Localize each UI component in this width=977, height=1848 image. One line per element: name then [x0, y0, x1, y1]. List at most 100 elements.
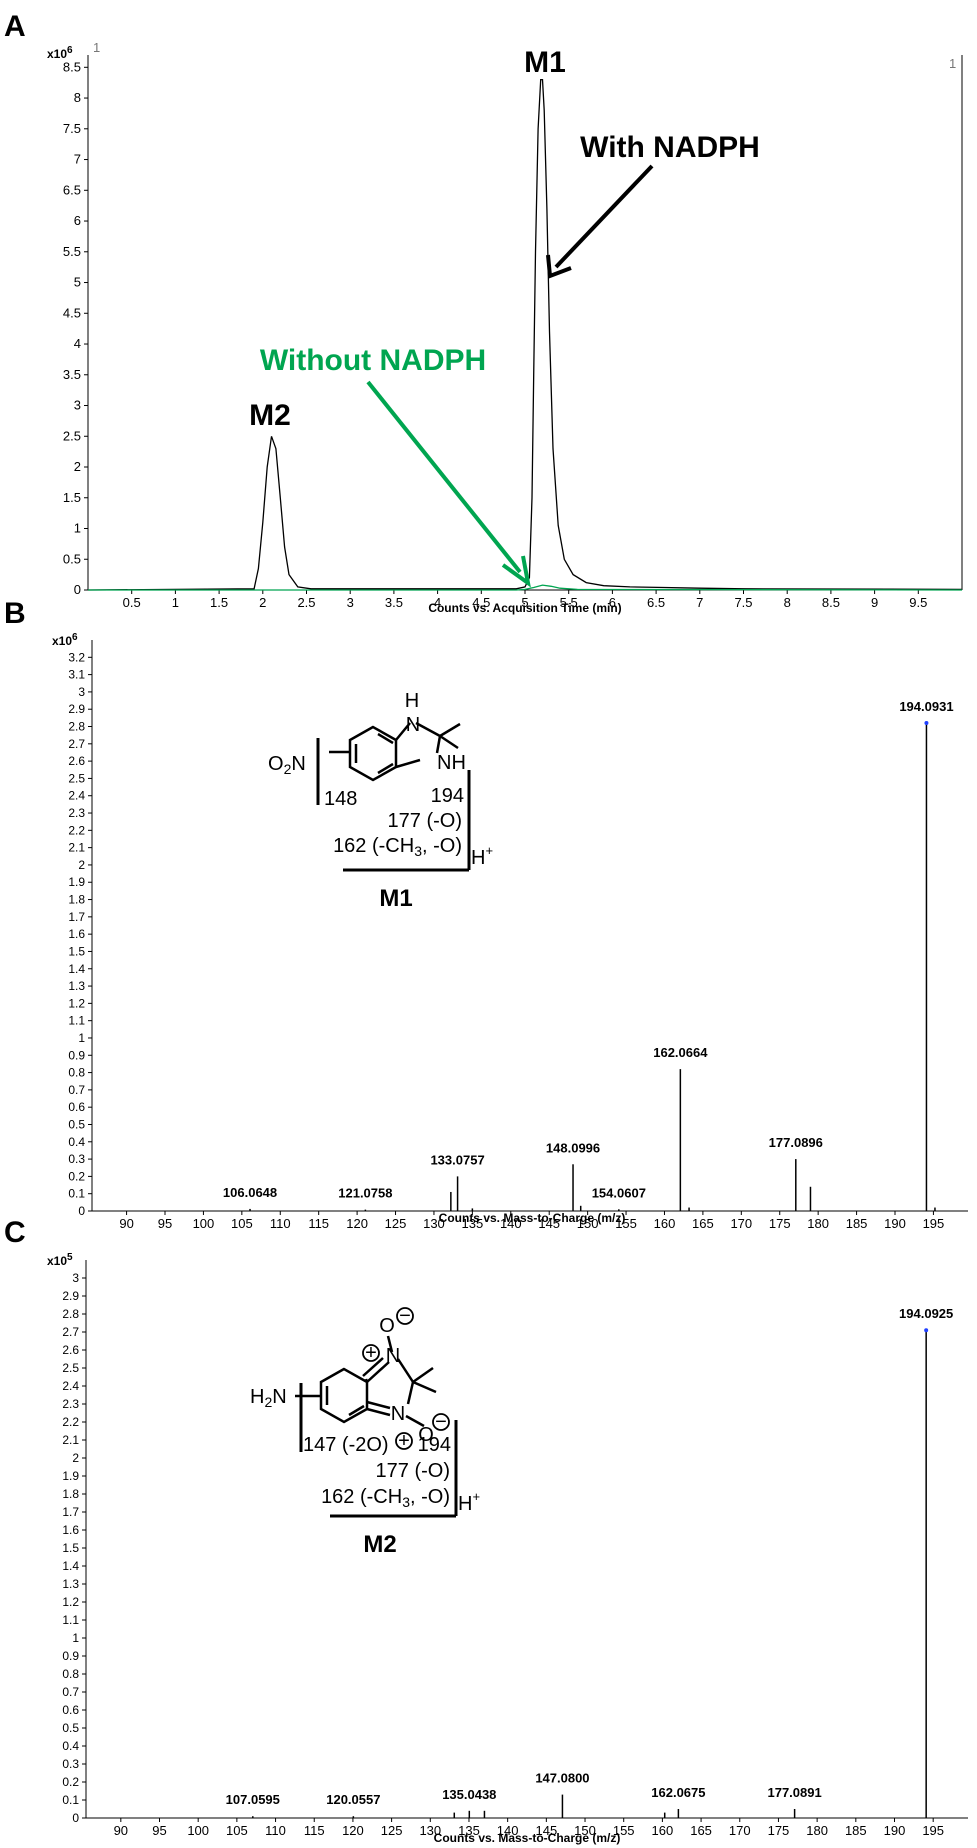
x-tick-label: 6: [609, 595, 616, 610]
peak-label: 120.0557: [326, 1792, 380, 1807]
panel-b-y-ticks: 0 0.1 0.2 0.3 0.4 0.5 0.6 0.7 0.8 0.9 1 1.1 1.2 1.3 1.…: [68, 650, 92, 1218]
m2-n-bottom: N: [391, 1403, 405, 1425]
x-tick-label: 125: [385, 1216, 407, 1231]
m1-fragment-194: 194: [431, 785, 464, 807]
x-tick-label: 150: [574, 1823, 596, 1838]
x-tick-label: 185: [845, 1823, 867, 1838]
m2-proton-label: H+: [458, 1489, 480, 1515]
y-tick-label: 2.3: [62, 1397, 79, 1411]
x-tick-label: 120: [346, 1216, 368, 1231]
x-tick-label: 8: [784, 595, 791, 610]
y-tick-label: 2.9: [68, 702, 85, 716]
y-tick-label: 3: [74, 398, 81, 413]
y-tick-label: 2.3: [68, 806, 85, 820]
y-tick-label: 1.4: [62, 1559, 79, 1573]
y-tick-label: 1.6: [62, 1523, 79, 1537]
annotation-m1: M1: [524, 46, 566, 79]
x-tick-label: 110: [270, 1216, 291, 1231]
peak-label: 194.0931: [899, 699, 953, 714]
x-tick-label: 135: [458, 1823, 480, 1838]
m1-fragment-162: 162 (-CH3, -O): [333, 835, 462, 859]
panel-a-x-ticks: 0.5 1 1.5 2 2.5 3 3.5 4 4.5 5 5.5 6 6.5 7 7.5 8 8.5 9 9.5: [123, 590, 927, 610]
x-tick-label: 1: [172, 595, 179, 610]
y-tick-label: 0.4: [62, 1739, 79, 1753]
x-tick-label: 8.5: [822, 595, 840, 610]
panel-letter-a: A: [4, 10, 26, 43]
y-tick-label: 1.4: [68, 962, 85, 976]
y-tick-label: 1.5: [68, 944, 85, 958]
x-tick-label: 100: [187, 1823, 209, 1838]
y-tick-label: 2.8: [62, 1307, 79, 1321]
x-tick-label: 120: [342, 1823, 364, 1838]
peak-label: 135.0438: [442, 1787, 496, 1802]
m1-proton-label: H+: [471, 843, 493, 869]
x-tick-label: 7: [696, 595, 703, 610]
y-tick-label: 0.1: [62, 1793, 79, 1807]
x-tick-label: 5.5: [560, 595, 578, 610]
x-tick-label: 140: [500, 1216, 522, 1231]
y-tick-label: 0.2: [68, 1169, 85, 1183]
y-tick-label: 1.5: [63, 490, 81, 505]
panel-letter-b: B: [4, 597, 26, 630]
m2-fragment-194: 194: [418, 1434, 451, 1456]
peak-label: 162.0664: [653, 1045, 708, 1060]
x-tick-label: 155: [615, 1216, 637, 1231]
panel-a-exponent: x106: [47, 45, 73, 61]
panel-b-x-axis-title: Counts vs. Mass-to-Charge (m/z): [439, 1211, 626, 1225]
x-tick-label: 105: [226, 1823, 248, 1838]
y-tick-label: 1.2: [68, 996, 85, 1010]
x-tick-label: 160: [654, 1216, 676, 1231]
series-without-nadph-trace: [88, 584, 963, 591]
y-tick-label: 2.4: [62, 1379, 79, 1393]
x-tick-label: 160: [652, 1823, 674, 1838]
panel-b-exponent: x106: [52, 632, 78, 648]
structure-m2: O − N + N + O − H2N 147 (-2O) 194 177 (-…: [250, 1305, 480, 1558]
arrow-with-nadph-head: [546, 254, 572, 279]
y-tick-label: 1.5: [62, 1541, 79, 1555]
y-tick-label: 0: [72, 1811, 79, 1825]
x-tick-label: 2.5: [297, 595, 315, 610]
x-tick-label: 140: [497, 1823, 519, 1838]
arrow-without-nadph-shaft: [366, 380, 522, 574]
y-tick-label: 2.5: [63, 428, 81, 443]
m2-fragment-162: 162 (-CH3, -O): [321, 1486, 450, 1510]
m1-no2-label: O2N: [268, 753, 306, 777]
y-tick-label: 3: [72, 1271, 79, 1285]
x-tick-label: 110: [265, 1823, 286, 1838]
x-tick-label: 90: [114, 1823, 128, 1838]
x-tick-label: 145: [535, 1823, 557, 1838]
y-tick-label: 2.6: [62, 1343, 79, 1357]
y-tick-label: 1.6: [68, 927, 85, 941]
x-tick-label: 165: [690, 1823, 712, 1838]
y-tick-label: 2: [74, 459, 81, 474]
y-tick-label: 0.6: [62, 1703, 79, 1717]
y-tick-label: 1: [72, 1631, 79, 1645]
y-tick-label: 5.5: [63, 244, 81, 259]
x-tick-label: 190: [884, 1823, 906, 1838]
m2-minus-top: −: [399, 1305, 411, 1327]
x-tick-label: 155: [613, 1823, 635, 1838]
peak-label: 154.0607: [592, 1185, 646, 1200]
m2-name: M2: [363, 1531, 396, 1558]
x-tick-label: 2: [259, 595, 266, 610]
y-tick-label: 2.2: [62, 1415, 79, 1429]
y-tick-label: 3: [78, 685, 85, 699]
peak-apex-marker: [924, 721, 929, 726]
peak-label: 133.0757: [430, 1152, 484, 1167]
x-tick-label: 3: [347, 595, 354, 610]
x-tick-label: 6.5: [647, 595, 665, 610]
y-tick-label: 8.5: [63, 59, 81, 74]
y-tick-label: 2.9: [62, 1289, 79, 1303]
y-tick-label: 0: [74, 582, 81, 597]
series-with-nadph-trace: [87, 78, 963, 591]
y-tick-label: 5: [74, 275, 81, 290]
m2-o-bottom: O: [418, 1424, 434, 1446]
y-tick-label: 1: [74, 521, 81, 536]
y-tick-label: 1.2: [62, 1595, 79, 1609]
y-tick-label: 3.2: [68, 650, 85, 664]
y-tick-label: 2.6: [68, 754, 85, 768]
y-tick-label: 6: [74, 213, 81, 228]
y-tick-label: 0.8: [62, 1667, 79, 1681]
y-tick-label: 1.8: [62, 1487, 79, 1501]
y-tick-label: 1.1: [68, 1014, 85, 1028]
